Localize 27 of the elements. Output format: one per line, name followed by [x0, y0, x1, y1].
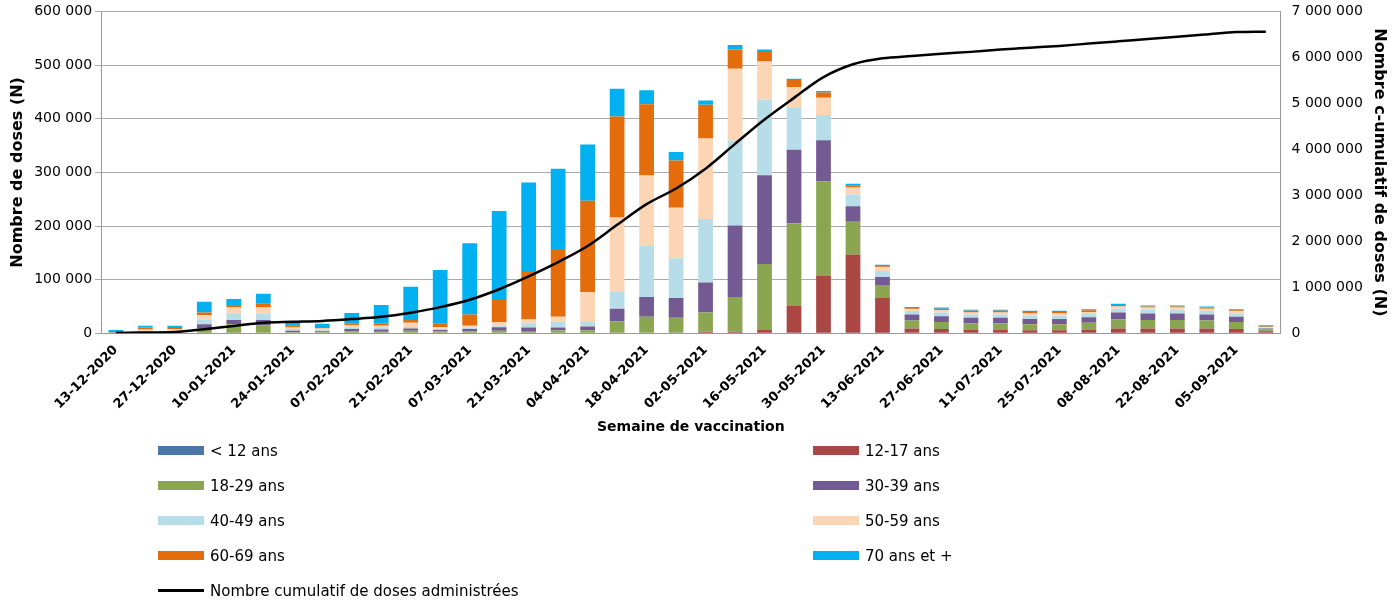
legend-label: 70 ans et + — [865, 546, 953, 565]
y2-tick-label: 4 000 000 — [1291, 140, 1363, 157]
legend-label: 40-49 ans — [210, 511, 285, 530]
legend-label: 18-29 ans — [210, 476, 285, 495]
legend-label: 12-17 ans — [865, 441, 940, 460]
y-tick-label: 300 000 — [34, 163, 93, 180]
y-axis-title: Nombre de doses (N) — [6, 77, 26, 268]
y2-tick-label: 0 — [1291, 324, 1301, 341]
y2-tick-label: 3 000 000 — [1291, 186, 1363, 203]
legend-label: 30-39 ans — [865, 476, 940, 495]
y-tick-label: 500 000 — [34, 55, 93, 72]
legend-label: Nombre cumulatif de doses administrées — [210, 581, 519, 600]
y2-tick-label: 7 000 000 — [1291, 2, 1363, 19]
x-axis-title: Semaine de vaccination — [597, 418, 785, 435]
y2-tick-label: 6 000 000 — [1291, 48, 1363, 65]
legend-label: < 12 ans — [210, 441, 278, 460]
legend-label: 50-59 ans — [865, 511, 940, 530]
y-tick-label: 400 000 — [34, 109, 93, 126]
y-tick-label: 0 — [83, 324, 93, 341]
legend-label: 60-69 ans — [210, 546, 285, 565]
y-tick-label: 100 000 — [34, 270, 93, 287]
y-tick-label: 200 000 — [34, 216, 93, 233]
y-tick-label: 600 000 — [34, 2, 93, 19]
y2-tick-label: 1 000 000 — [1291, 278, 1363, 295]
y2-tick-label: 2 000 000 — [1291, 232, 1363, 249]
y2-axis-title: Nombre c-umulatif de doses (N) — [1371, 28, 1391, 317]
y2-tick-label: 5 000 000 — [1291, 94, 1363, 111]
